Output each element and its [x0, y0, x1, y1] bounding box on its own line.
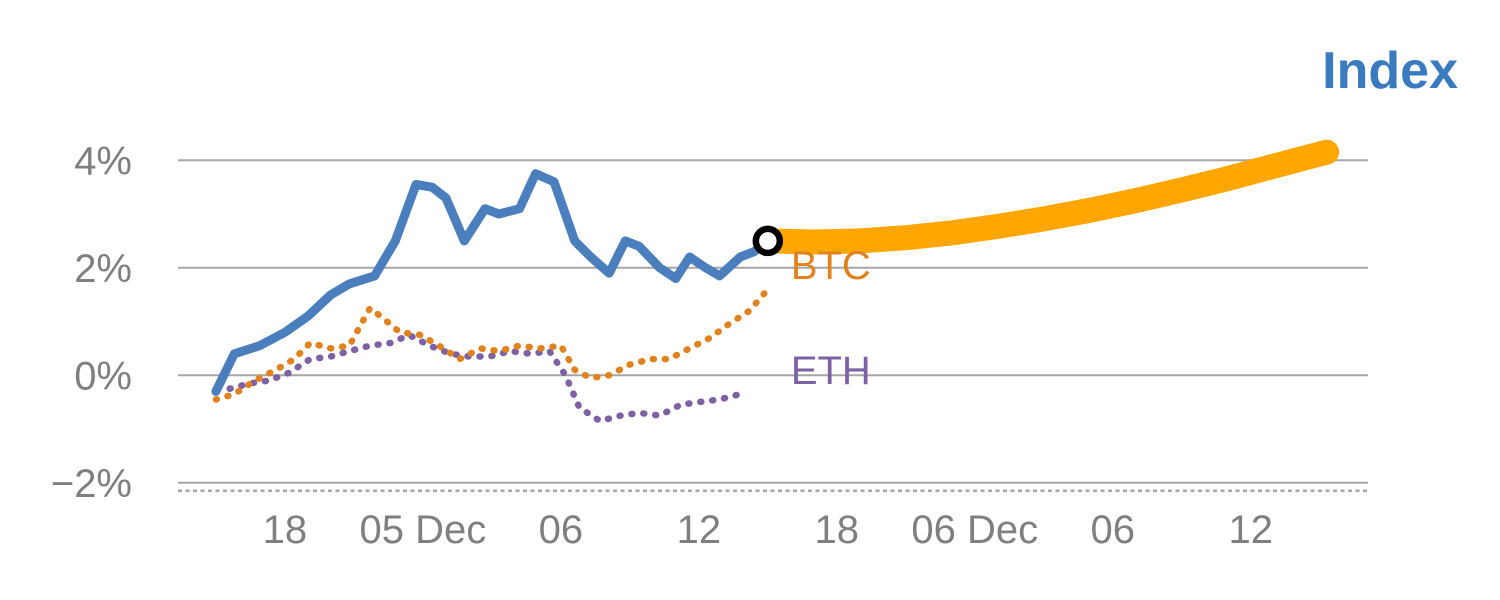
series-eth-line [226, 331, 744, 425]
y-tick-label: 4% [74, 139, 132, 183]
y-tick-label: 0% [74, 354, 132, 398]
current-value-marker [752, 225, 784, 257]
series-index-line [211, 169, 773, 396]
current-point-layer [752, 225, 784, 257]
chart-series-layer [211, 139, 1340, 425]
series-labels-layer: BTC ETH [791, 244, 871, 393]
axis-tick-labels-layer: 4% 2% 0% −2% 18 05 Dec 06 12 18 06 Dec 06 12 [51, 139, 1273, 552]
series-index-forecast-line [755, 139, 1340, 255]
chart-title: Index [1322, 42, 1458, 100]
series-label-eth: ETH [791, 349, 871, 393]
x-tick-label: 12 [1228, 508, 1273, 552]
x-tick-label: 06 [1091, 508, 1136, 552]
x-tick-label: 18 [263, 508, 308, 552]
x-tick-label: 06 [539, 508, 584, 552]
y-tick-label: −2% [51, 462, 132, 506]
x-tick-label: 12 [677, 508, 722, 552]
x-tick-label: 18 [815, 508, 860, 552]
x-tick-label: 06 Dec [911, 508, 1038, 552]
gridlines-layer [178, 159, 1368, 493]
series-label-btc: BTC [791, 244, 871, 288]
x-tick-label: 05 Dec [360, 508, 487, 552]
series-btc-line [212, 288, 769, 403]
y-tick-label: 2% [74, 247, 132, 291]
